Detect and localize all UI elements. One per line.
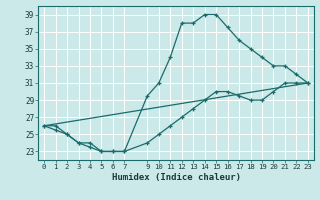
X-axis label: Humidex (Indice chaleur): Humidex (Indice chaleur): [111, 173, 241, 182]
